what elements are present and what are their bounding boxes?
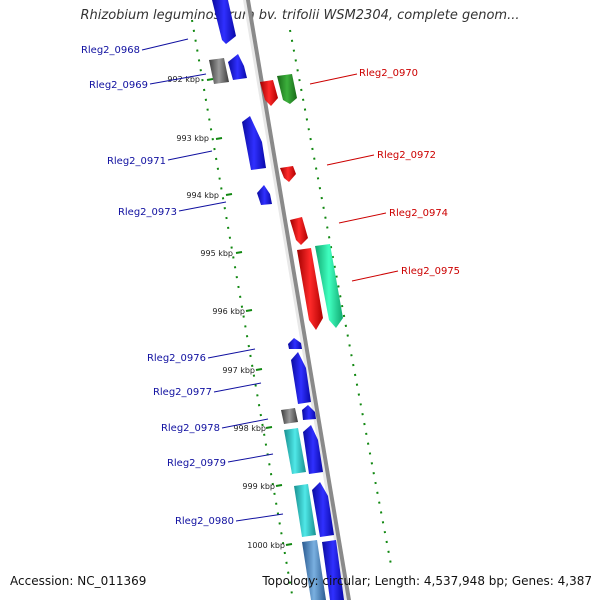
gene-offscreen-steel[interactable] xyxy=(302,540,326,600)
scale-label: 997 kbp xyxy=(222,366,255,375)
reverse-gene-labels: Rleg2_0970 Rleg2_0972 Rleg2_0974 Rleg2_0… xyxy=(309,68,460,282)
gene-Rleg2_0980[interactable] xyxy=(312,482,334,537)
gene-Rleg2_0978[interactable] xyxy=(302,405,316,420)
gene-Rleg2_0970[interactable] xyxy=(260,80,278,106)
reverse-tick-track xyxy=(289,29,393,571)
label-connector xyxy=(235,513,284,522)
reverse-strand-genes xyxy=(260,74,343,330)
scale-label: 993 kbp xyxy=(176,134,209,143)
gene-label[interactable]: Rleg2_0970 xyxy=(359,68,418,79)
gene-label[interactable]: Rleg2_0972 xyxy=(377,150,436,161)
gene-label[interactable]: Rleg2_0977 xyxy=(153,387,212,398)
gene-Rleg2_0971[interactable] xyxy=(242,116,266,170)
scale-tick xyxy=(245,309,253,312)
gene-label[interactable]: Rleg2_0974 xyxy=(389,208,448,219)
label-connector xyxy=(221,418,269,429)
sequence-backbone xyxy=(246,0,351,600)
gene-label[interactable]: Rleg2_0975 xyxy=(401,266,460,277)
gene-label[interactable]: Rleg2_0976 xyxy=(147,353,206,364)
scale-label: 999 kbp xyxy=(242,482,275,491)
scale-tick xyxy=(255,368,263,371)
gene-Rleg2_0970b[interactable] xyxy=(277,74,297,104)
label-connector xyxy=(213,382,262,393)
scale-tick xyxy=(225,193,233,196)
gene-label[interactable]: Rleg2_0973 xyxy=(118,207,177,218)
scale-label: 1000 kbp xyxy=(247,541,285,550)
label-connector xyxy=(178,201,227,212)
scale-ticks xyxy=(206,78,293,546)
gene-Rleg2_0979[interactable] xyxy=(303,425,323,474)
label-connector xyxy=(351,270,399,282)
scale-label: 995 kbp xyxy=(200,249,233,258)
gene-Rleg2_0972[interactable] xyxy=(280,166,296,182)
label-connector xyxy=(338,212,387,224)
genome-summary-text: Topology: circular; Length: 4,537,948 bp… xyxy=(262,574,592,588)
gene-label[interactable]: Rleg2_0968 xyxy=(81,45,140,56)
label-connector xyxy=(141,38,189,51)
gene-Rleg2_0980b[interactable] xyxy=(294,484,316,537)
scale-tick xyxy=(206,78,214,81)
label-connector xyxy=(326,154,375,166)
gene-Rleg2_0976[interactable] xyxy=(288,338,302,349)
accession-text: Accession: NC_011369 xyxy=(10,574,147,588)
scale-tick xyxy=(275,484,283,487)
gene-label[interactable]: Rleg2_0980 xyxy=(175,516,234,527)
gene-label[interactable]: Rleg2_0969 xyxy=(89,80,148,91)
gene-Rleg2_0968[interactable] xyxy=(212,0,236,44)
gene-offscreen-blue[interactable] xyxy=(322,540,344,600)
gene-Rleg2_0975b[interactable] xyxy=(315,244,343,328)
gene-Rleg2_0974[interactable] xyxy=(290,217,308,245)
label-connector xyxy=(207,348,256,359)
scale-tick xyxy=(285,543,293,546)
scale-labels: 992 kbp 993 kbp 994 kbp 995 kbp 996 kbp … xyxy=(167,75,285,550)
forward-strand-genes xyxy=(209,0,344,600)
scale-label: 992 kbp xyxy=(167,75,200,84)
label-connector xyxy=(167,150,213,161)
scale-label: 994 kbp xyxy=(186,191,219,200)
gene-label[interactable]: Rleg2_0971 xyxy=(107,156,166,167)
scale-tick xyxy=(215,137,223,140)
gene-label[interactable]: Rleg2_0978 xyxy=(161,423,220,434)
gene-Rleg2_0977[interactable] xyxy=(291,352,311,404)
scale-tick xyxy=(235,251,243,254)
forward-gene-labels: Rleg2_0968 Rleg2_0969 Rleg2_0971 Rleg2_0… xyxy=(81,38,284,527)
gene-Rleg2_0979b[interactable] xyxy=(284,428,306,474)
gene-Rleg2_0973[interactable] xyxy=(257,185,272,205)
scale-label: 998 kbp xyxy=(233,424,266,433)
gene-Rleg2_0978b[interactable] xyxy=(281,408,298,424)
scale-label: 996 kbp xyxy=(212,307,245,316)
label-connector xyxy=(309,73,358,85)
label-connector xyxy=(149,73,207,85)
forward-tick-track xyxy=(191,19,294,600)
gene-Rleg2_0969[interactable] xyxy=(228,54,247,80)
map-title: Rhizobium leguminosarum bv. trifolii WSM… xyxy=(80,8,520,23)
scale-tick xyxy=(265,426,273,429)
gene-Rleg2_0975[interactable] xyxy=(297,248,323,330)
gene-Rleg2_0969b[interactable] xyxy=(209,58,229,84)
label-connector xyxy=(227,453,274,463)
gene-label[interactable]: Rleg2_0979 xyxy=(167,458,226,469)
